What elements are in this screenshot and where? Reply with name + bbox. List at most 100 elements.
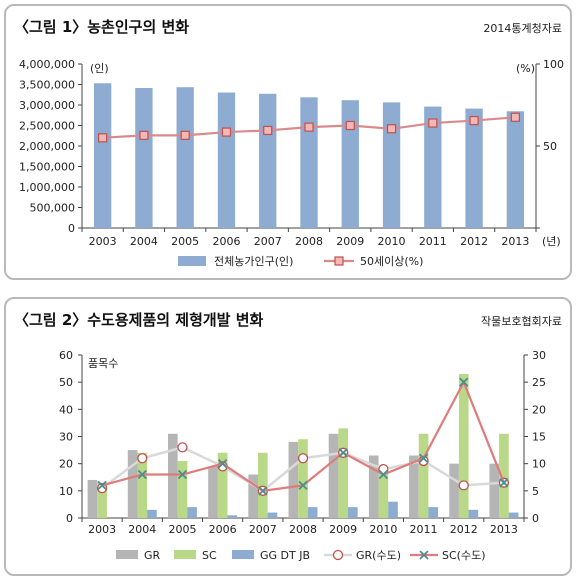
legend-gr-swatch xyxy=(116,550,138,559)
x-tick-label: 2010 xyxy=(369,523,397,536)
age50-point xyxy=(98,133,108,143)
formulation-chart-svg: 0 10 20 30 40 50 60 0 5 10 15 20 25 30 품목수 2003 2004 2005… xyxy=(59,349,546,562)
bar-gg-dt-jb xyxy=(307,507,318,518)
bar-gg-dt-jb xyxy=(267,512,278,518)
y-right-tick-label: 20 xyxy=(532,403,546,416)
y-right-tick-label: 30 xyxy=(532,349,546,362)
legend-gr-water-label: GR(수도) xyxy=(356,549,401,562)
chart-title: 〈그림 1〉농촌인구의 변화 xyxy=(14,18,190,36)
gr-water-point xyxy=(137,453,148,464)
bar-gg-dt-jb xyxy=(468,509,479,518)
legend-bar-label: 전체농가인구(인) xyxy=(214,255,293,268)
x-tick-label: 2003 xyxy=(88,523,116,536)
y-left-tick-label: 50 xyxy=(59,376,73,389)
y-left-tick-label: 1,000,000 xyxy=(19,181,75,194)
population-bar xyxy=(424,106,442,228)
age50-point xyxy=(345,120,355,131)
x-tick-label: 2010 xyxy=(378,235,406,248)
x-tick-label: 2012 xyxy=(460,235,488,248)
legend-sc-water-label: SC(수도) xyxy=(442,549,486,562)
chart-source: 2014통계청자료 xyxy=(483,22,562,35)
y-left-tick-label: 10 xyxy=(59,485,73,498)
bar-gr xyxy=(87,479,98,518)
x-tick-label: 2008 xyxy=(295,235,323,248)
legend-ggdtjb-label: GG DT JB xyxy=(260,549,310,562)
bar-sc xyxy=(137,452,148,518)
bar-gr xyxy=(328,433,339,518)
bar-gr xyxy=(288,441,299,518)
sc-water-point xyxy=(459,377,469,387)
y-left-unit: (인) xyxy=(90,62,109,75)
sc-water-point xyxy=(298,480,308,491)
legend-sc-label: SC xyxy=(202,549,217,562)
legend-gr-water-marker xyxy=(332,549,344,561)
bar-gg-dt-jb xyxy=(428,507,439,518)
x-tick-label: 2011 xyxy=(410,523,438,536)
x-tick-label: 2007 xyxy=(254,235,282,248)
population-bar xyxy=(300,97,318,228)
bar-sc xyxy=(458,374,469,518)
x-tick-label: 2005 xyxy=(168,523,196,536)
bar-gg-dt-jb xyxy=(508,512,519,518)
bar-gr xyxy=(489,463,500,518)
legend-sc-swatch xyxy=(174,550,196,559)
population-bar xyxy=(341,100,359,228)
sc-water-point xyxy=(217,459,228,469)
bar-sc xyxy=(499,433,509,518)
sc-water-point xyxy=(499,478,509,488)
age50-point xyxy=(510,112,520,122)
sc-water-point xyxy=(338,448,348,458)
age50-point xyxy=(221,127,232,137)
bar-sc xyxy=(338,428,349,518)
chart-panel-formulation: 〈그림 2〉수도용제품의 제형개발 변화 작물보호협회자료 0 10 20 30 40 5… xyxy=(4,297,572,576)
bar-sc xyxy=(177,460,188,518)
age50-point xyxy=(386,124,397,134)
population-bar xyxy=(217,92,236,228)
y-right-tick-label: 0 xyxy=(532,512,539,525)
chart-panel-population: 〈그림 1〉농촌인구의 변화 2014통계청자료 0 500,000 1,000,0… xyxy=(4,4,572,280)
x-tick-label: 2004 xyxy=(130,235,158,248)
x-axis-unit: (년) xyxy=(542,235,561,248)
x-tick-label: 2006 xyxy=(209,523,237,536)
x-tick-label: 2006 xyxy=(212,235,240,248)
age50-point xyxy=(304,122,314,132)
y-right-tick-label: 50 xyxy=(543,140,557,153)
legend-ggdtjb-swatch xyxy=(232,550,254,559)
y-right-tick-label: 100 xyxy=(543,58,564,71)
population-bar xyxy=(506,111,525,228)
y-left-tick-label: 40 xyxy=(59,403,73,416)
y-left-tick-label: 2,500,000 xyxy=(19,120,75,133)
sc-water-point xyxy=(97,480,107,491)
bar-gg-dt-jb xyxy=(348,507,358,518)
population-bar xyxy=(135,87,153,228)
bar-sc xyxy=(378,471,389,518)
gr-water-point xyxy=(177,442,188,453)
bar-sc xyxy=(257,452,268,518)
population-bar xyxy=(465,108,483,228)
x-tick-label: 2012 xyxy=(450,523,478,536)
legend-line-label: 50세이상(%) xyxy=(360,255,423,268)
bar-gg-dt-jb xyxy=(227,515,238,518)
x-tick-label: 2013 xyxy=(490,523,518,536)
y-left-tick-label: 3,500,000 xyxy=(19,79,75,92)
legend-line-marker xyxy=(334,256,344,266)
bar-gr xyxy=(248,474,258,518)
bar-gr xyxy=(208,466,218,518)
gr-water-point xyxy=(297,453,309,464)
y-left-unit: 품목수 xyxy=(88,357,118,370)
legend-sc-water-marker xyxy=(419,550,429,560)
age50-point xyxy=(180,130,190,140)
age50-point xyxy=(139,130,149,140)
y-left-tick-label: 30 xyxy=(59,431,73,444)
y-left-tick-label: 4,000,000 xyxy=(19,58,75,71)
bar-gr xyxy=(409,455,419,518)
y-left-tick-label: 3,000,000 xyxy=(19,99,75,112)
x-tick-label: 2004 xyxy=(128,523,156,536)
sc-water-point xyxy=(258,486,268,496)
age50-point xyxy=(469,115,479,126)
bar-sc xyxy=(217,452,228,518)
x-tick-label: 2009 xyxy=(336,235,364,248)
bar-gr xyxy=(449,463,459,518)
y-left-tick-label: 0 xyxy=(66,512,73,525)
bar-sc xyxy=(97,482,107,518)
